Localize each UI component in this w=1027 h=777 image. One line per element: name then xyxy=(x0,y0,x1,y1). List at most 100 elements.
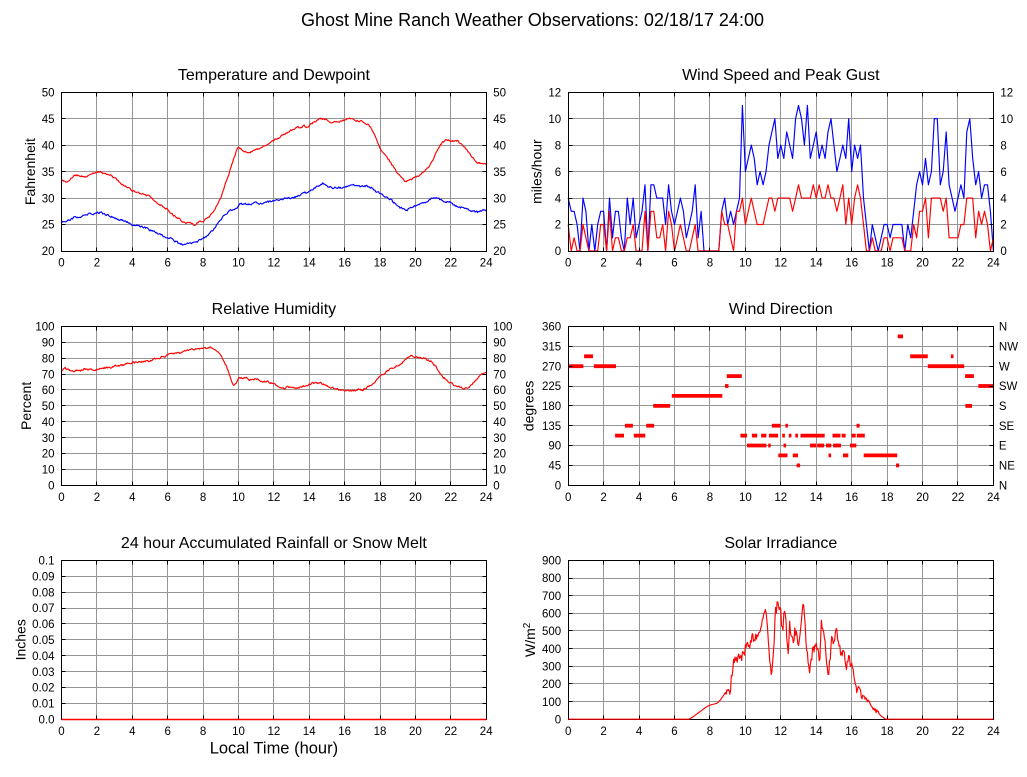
svg-text:4: 4 xyxy=(129,258,136,270)
svg-text:10: 10 xyxy=(232,492,245,504)
svg-text:NE: NE xyxy=(999,461,1015,473)
svg-text:6: 6 xyxy=(164,258,170,270)
svg-text:14: 14 xyxy=(303,258,316,270)
svg-text:30: 30 xyxy=(493,433,506,445)
svg-text:Solar Irradiance: Solar Irradiance xyxy=(724,535,837,552)
svg-text:0: 0 xyxy=(565,258,571,270)
svg-text:900: 900 xyxy=(542,556,561,568)
svg-text:12: 12 xyxy=(268,258,281,270)
svg-text:8: 8 xyxy=(707,492,713,504)
svg-text:4: 4 xyxy=(555,193,562,205)
svg-text:4: 4 xyxy=(129,492,136,504)
svg-text:0: 0 xyxy=(493,480,499,492)
svg-text:12: 12 xyxy=(268,492,281,504)
svg-text:14: 14 xyxy=(810,492,823,504)
svg-text:315: 315 xyxy=(542,342,561,354)
svg-text:20: 20 xyxy=(42,246,55,258)
svg-text:50: 50 xyxy=(493,401,506,413)
svg-text:0.1: 0.1 xyxy=(39,556,55,568)
svg-text:18: 18 xyxy=(374,258,387,270)
svg-text:0.05: 0.05 xyxy=(32,635,54,647)
svg-text:4: 4 xyxy=(636,492,643,504)
svg-text:18: 18 xyxy=(374,492,387,504)
svg-text:0.02: 0.02 xyxy=(32,683,54,695)
svg-text:90: 90 xyxy=(42,338,55,350)
svg-text:8: 8 xyxy=(707,258,713,270)
svg-text:10: 10 xyxy=(493,465,506,477)
svg-text:270: 270 xyxy=(542,361,561,373)
svg-text:2: 2 xyxy=(600,258,606,270)
svg-text:12: 12 xyxy=(774,258,787,270)
svg-text:40: 40 xyxy=(493,140,506,152)
svg-text:30: 30 xyxy=(42,193,55,205)
svg-text:8: 8 xyxy=(200,258,206,270)
svg-text:20: 20 xyxy=(916,726,929,738)
svg-text:16: 16 xyxy=(845,492,858,504)
svg-text:22: 22 xyxy=(952,258,965,270)
svg-text:200: 200 xyxy=(542,679,561,691)
svg-text:22: 22 xyxy=(952,492,965,504)
svg-text:miles/hour: miles/hour xyxy=(529,139,545,204)
svg-text:6: 6 xyxy=(671,492,677,504)
svg-text:10: 10 xyxy=(232,726,245,738)
svg-text:40: 40 xyxy=(42,140,55,152)
svg-text:Relative Humidity: Relative Humidity xyxy=(212,301,336,318)
svg-text:18: 18 xyxy=(881,726,894,738)
svg-text:W: W xyxy=(999,361,1010,373)
svg-text:0.0: 0.0 xyxy=(39,714,55,726)
svg-text:0: 0 xyxy=(58,492,64,504)
svg-text:14: 14 xyxy=(810,258,823,270)
svg-text:0.04: 0.04 xyxy=(32,651,55,663)
svg-text:8: 8 xyxy=(200,492,206,504)
svg-text:100: 100 xyxy=(35,322,54,334)
svg-text:20: 20 xyxy=(493,449,506,461)
svg-text:2: 2 xyxy=(600,726,606,738)
svg-text:6: 6 xyxy=(164,492,170,504)
svg-text:0.06: 0.06 xyxy=(32,619,54,631)
svg-text:SW: SW xyxy=(999,381,1018,393)
svg-text:0.03: 0.03 xyxy=(32,667,54,679)
svg-text:14: 14 xyxy=(810,726,823,738)
svg-text:16: 16 xyxy=(845,258,858,270)
svg-text:360: 360 xyxy=(542,322,561,334)
svg-text:0: 0 xyxy=(555,714,561,726)
svg-text:4: 4 xyxy=(636,258,643,270)
svg-text:20: 20 xyxy=(409,726,422,738)
svg-text:400: 400 xyxy=(542,644,561,656)
svg-text:6: 6 xyxy=(671,258,677,270)
svg-text:8: 8 xyxy=(707,726,713,738)
svg-text:2: 2 xyxy=(600,492,606,504)
svg-text:0: 0 xyxy=(565,726,571,738)
svg-text:60: 60 xyxy=(493,385,506,397)
svg-text:300: 300 xyxy=(542,662,561,674)
svg-text:24: 24 xyxy=(987,258,1000,270)
svg-text:40: 40 xyxy=(42,417,55,429)
svg-text:degrees: degrees xyxy=(521,381,537,432)
svg-text:12: 12 xyxy=(268,726,281,738)
svg-text:24: 24 xyxy=(480,726,493,738)
svg-text:80: 80 xyxy=(42,353,55,365)
svg-text:18: 18 xyxy=(881,492,894,504)
svg-text:0.07: 0.07 xyxy=(32,603,54,615)
svg-text:24: 24 xyxy=(480,258,493,270)
svg-text:0: 0 xyxy=(565,492,571,504)
svg-text:500: 500 xyxy=(542,626,561,638)
svg-text:6: 6 xyxy=(555,167,561,179)
svg-text:10: 10 xyxy=(739,726,752,738)
svg-text:24: 24 xyxy=(987,726,1000,738)
svg-text:6: 6 xyxy=(1000,167,1006,179)
svg-text:2: 2 xyxy=(94,726,100,738)
svg-text:14: 14 xyxy=(303,726,316,738)
svg-text:60: 60 xyxy=(42,385,55,397)
svg-text:16: 16 xyxy=(338,258,351,270)
svg-text:24 hour Accumulated Rainfall o: 24 hour Accumulated Rainfall or Snow Mel… xyxy=(121,535,427,552)
svg-text:8: 8 xyxy=(1000,140,1006,152)
svg-text:22: 22 xyxy=(444,258,457,270)
svg-text:4: 4 xyxy=(636,726,643,738)
svg-text:135: 135 xyxy=(542,421,561,433)
svg-text:90: 90 xyxy=(548,441,561,453)
svg-text:100: 100 xyxy=(542,697,561,709)
svg-text:18: 18 xyxy=(374,726,387,738)
svg-text:20: 20 xyxy=(409,258,422,270)
svg-text:12: 12 xyxy=(774,726,787,738)
